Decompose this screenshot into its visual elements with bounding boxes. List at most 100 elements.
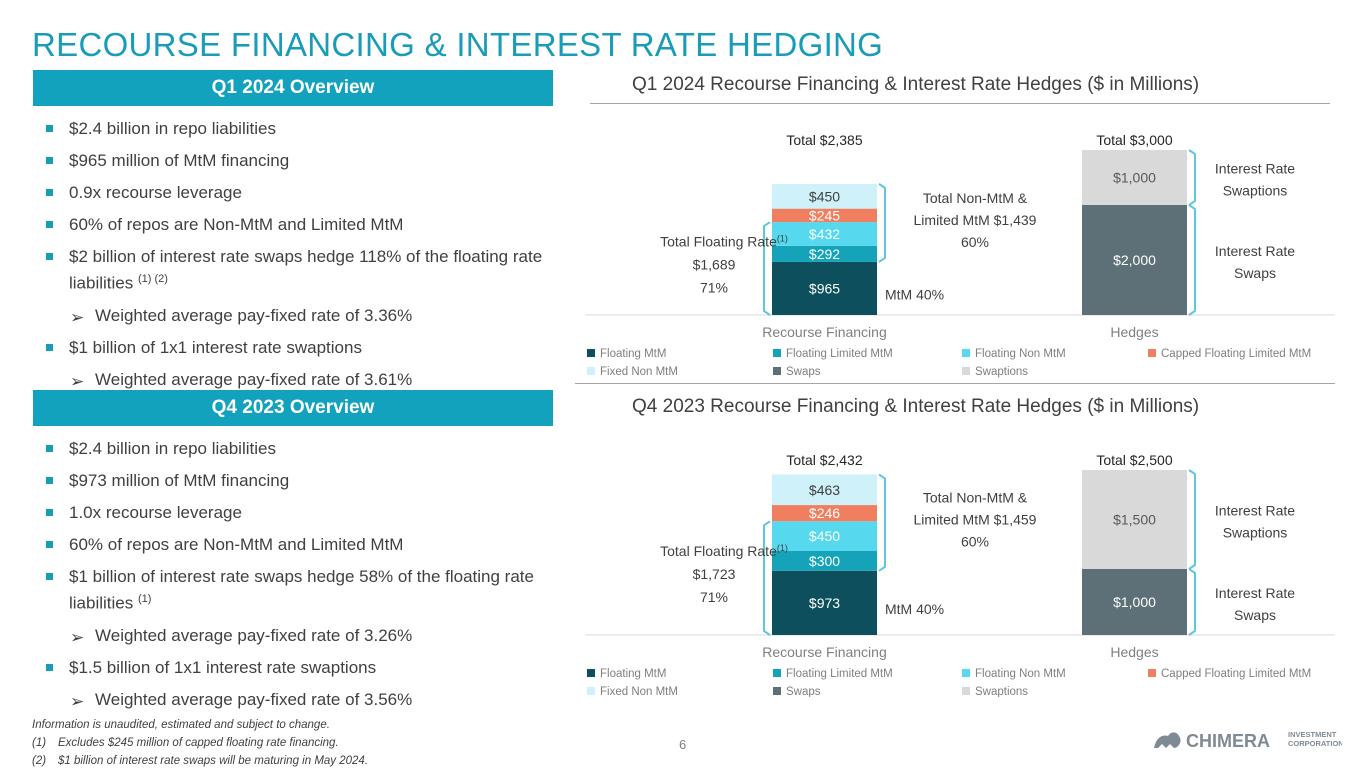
floating-rate-bracket [764,521,770,635]
legend-swatch [962,669,970,677]
q4-chart-title: Q4 2023 Recourse Financing & Interest Ra… [632,396,1199,418]
list-item: $2 billion of interest rate swaps hedge … [33,245,553,295]
floating-rate-percent: 71% [700,280,728,296]
mtm-percent-label: MtM 40% [885,601,944,617]
swaps-label: Interest Rate [1215,243,1295,259]
non-mtm-bracket [879,474,885,570]
floating-rate-label: Total Floating Rate(1) [660,543,788,559]
bar-data-label: $432 [809,226,840,242]
non-mtm-percent: 60% [961,234,989,250]
legend-swatch [587,367,595,375]
swaptions-bracket [1189,150,1195,205]
legend-swatch [962,687,970,695]
list-item: $973 million of MtM financing [33,469,553,492]
non-mtm-value: Limited MtM $1,459 [914,512,1037,528]
bullet-square-icon [46,221,53,228]
swaptions-label: Interest Rate [1215,161,1295,177]
bullet-square-icon [46,125,53,132]
swaps-label: Swaps [1234,607,1276,623]
non-mtm-label: Total Non-MtM & [923,490,1028,506]
q1-stacked-bar-chart: $965$292$432$245$450Total $2,385Recourse… [575,105,1345,385]
legend-label: Floating Non MtM [975,348,1066,360]
list-item: $2.4 billion in repo liabilities [33,117,553,140]
q4-overview-banner: Q4 2023 Overview [33,390,553,426]
list-item: $1 billion of interest rate swaps hedge … [33,565,553,615]
swaptions-label: Swaptions [1223,183,1288,199]
footnote-intro: Information is unaudited, estimated and … [32,716,368,734]
list-item: ➢ Weighted average pay-fixed rate of 3.36… [33,304,553,327]
list-item: $2.4 billion in repo liabilities [33,437,553,460]
list-item: $1.5 billion of 1x1 interest rate swapti… [33,656,553,679]
swaps-label: Swaps [1234,265,1276,281]
swaps-label: Interest Rate [1215,585,1295,601]
arrow-bullet-icon: ➢ [70,690,84,713]
legend-swatch [773,687,781,695]
non-mtm-label: Total Non-MtM & [923,190,1028,206]
bar-data-label: $450 [809,188,840,204]
footnote-2: (2) $1 billion of interest rate swaps wil… [32,752,368,768]
list-item: 60% of repos are Non-MtM and Limited MtM [33,213,553,236]
bar-data-label: $1,000 [1113,170,1156,186]
floating-rate-label: Total Floating Rate(1) [660,234,788,250]
legend-swatch [587,687,595,695]
bar-data-label: $463 [809,482,840,498]
bullet-square-icon [46,509,53,516]
list-item: 0.9x recourse leverage [33,181,553,204]
q4-bullet-list: $2.4 billion in repo liabilities $973 mi… [33,437,553,720]
footnote-ref: (1) [138,593,151,605]
bar-total-label: Total $2,500 [1096,452,1172,468]
bar-data-label: $300 [809,553,840,569]
arrow-bullet-icon: ➢ [70,306,84,329]
chimera-logo: CHIMERA INVESTMENT CORPORATION [1152,726,1342,752]
category-axis-label: Recourse Financing [762,644,887,660]
logo-main-text: CHIMERA [1186,731,1270,751]
legend-swatch [1148,349,1156,357]
legend-label: Fixed Non MtM [600,366,678,378]
arrow-bullet-icon: ➢ [70,626,84,649]
legend-swatch [962,367,970,375]
bar-total-label: Total $3,000 [1096,132,1172,148]
list-item: ➢ Weighted average pay-fixed rate of 3.26… [33,624,553,647]
swaps-bracket [1189,569,1195,635]
swaptions-label: Swaptions [1223,525,1288,541]
footnote-ref: (1) (2) [138,273,168,285]
floating-rate-value: $1,723 [693,566,736,582]
legend-swatch [587,349,595,357]
q4-stacked-bar-chart: $973$300$450$246$463Total $2,432Recourse… [575,425,1345,697]
bar-data-label: $245 [809,207,840,223]
legend-swatch [773,349,781,357]
bullet-square-icon [46,541,53,548]
legend-label: Swaptions [975,366,1028,378]
swaptions-label: Interest Rate [1215,503,1295,519]
logo-sub-text-1: INVESTMENT [1288,730,1337,739]
list-item: $1 billion of 1x1 interest rate swaption… [33,336,553,359]
bullet-square-icon [46,253,53,260]
bullet-square-icon [46,573,53,580]
floating-rate-percent: 71% [700,589,728,605]
legend-label: Swaps [786,686,821,697]
bullet-square-icon [46,189,53,196]
bar-data-label: $246 [809,505,840,521]
bullet-square-icon [46,344,53,351]
bar-data-label: $2,000 [1113,252,1156,268]
list-item: $965 million of MtM financing [33,149,553,172]
page-number: 6 [679,737,686,752]
legend-label: Fixed Non MtM [600,686,678,697]
category-axis-label: Hedges [1110,644,1158,660]
chimera-creature-icon [1154,732,1181,748]
bullet-square-icon [46,477,53,484]
bar-data-label: $1,000 [1113,594,1156,610]
legend-label: Swaptions [975,686,1028,697]
legend-swatch [773,367,781,375]
footnotes: Information is unaudited, estimated and … [32,716,368,768]
q1-chart-title: Q1 2024 Recourse Financing & Interest Ra… [632,74,1199,96]
legend-swatch [1148,669,1156,677]
category-axis-label: Hedges [1110,324,1158,340]
floating-rate-value: $1,689 [693,257,736,273]
legend-label: Swaps [786,366,821,378]
swaptions-bracket [1189,470,1195,569]
legend-label: Floating Non MtM [975,668,1066,680]
legend-label: Capped Floating Limited MtM [1161,348,1311,360]
legend-label: Floating Limited MtM [786,348,893,360]
mtm-percent-label: MtM 40% [885,286,944,302]
